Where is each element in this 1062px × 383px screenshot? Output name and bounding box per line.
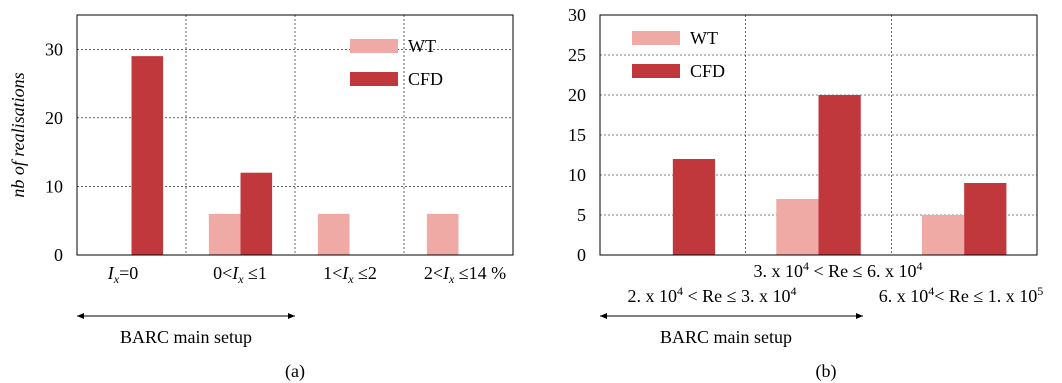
- chart-a-ylabel: nb of realisations: [8, 72, 28, 197]
- chart-b-legend: WT CFD: [632, 28, 725, 81]
- chart-b-annotation: BARC main setup: [660, 327, 792, 347]
- bar-wt-3: [426, 213, 459, 255]
- chart-a-legend-label-cfd: CFD: [408, 69, 443, 89]
- y-tick-label: 15: [568, 125, 586, 145]
- y-tick-label: 20: [45, 108, 63, 128]
- y-tick-label: 20: [568, 85, 586, 105]
- chart-b-x-tick-label: 2. x 104 < Re ≤ 3. x 104: [627, 284, 796, 306]
- chart-b-frame: [599, 14, 1038, 256]
- chart-a-annotation: BARC main setup: [120, 327, 252, 347]
- chart-b-x-tick-label: 6. x 104< Re ≤ 1. x 105: [879, 284, 1044, 306]
- y-tick-label: 30: [568, 5, 586, 25]
- chart-a-legend-swatch-cfd: [350, 72, 398, 86]
- chart-a-x-tick-label: 2<Ix ≤14 %: [424, 263, 506, 286]
- y-tick-label: 10: [568, 165, 586, 185]
- chart-a-legend-swatch-wt: [350, 39, 398, 53]
- y-tick-label: 5: [577, 205, 586, 225]
- chart-a-x-tick-label: Ix=0: [107, 263, 138, 286]
- y-tick-label: 30: [45, 39, 63, 59]
- bar-cfd-1: [240, 172, 273, 255]
- y-tick-label: 0: [577, 245, 586, 265]
- bar-wt-2: [317, 213, 350, 255]
- bar-wt-1: [776, 199, 819, 255]
- chart-a-frame: [76, 14, 514, 256]
- bar-cfd-2: [964, 183, 1007, 255]
- bar-cfd-1: [818, 95, 861, 255]
- bar-cfd-0: [672, 159, 716, 255]
- chart-a-x-tick-label: 0<Ix ≤1: [213, 263, 267, 286]
- bar-wt-2: [921, 215, 965, 255]
- chart-b: 0 5 10 15 20 25 30 3. x 104 < Re ≤ 6. x 104 2.…: [568, 5, 1043, 382]
- chart-a-bars: [131, 56, 459, 256]
- chart-b-bars: [672, 95, 1007, 255]
- chart-a-legend-label-wt: WT: [408, 36, 436, 56]
- chart-a-legend: WT CFD: [350, 36, 443, 89]
- chart-b-legend-label-cfd: CFD: [690, 61, 725, 81]
- chart-b-annotation-arrow: [600, 313, 863, 319]
- chart-a-y-ticks: 0 10 20 30: [45, 39, 63, 265]
- chart-b-legend-swatch-cfd: [632, 64, 680, 78]
- chart-b-legend-label-wt: WT: [690, 28, 718, 48]
- chart-a-x-tick-label: 1<Ix ≤2: [323, 263, 377, 286]
- chart-b-caption: (b): [816, 361, 837, 382]
- chart-b-x-tick-label: 3. x 104 < Re ≤ 6. x 104: [753, 259, 922, 281]
- bar-cfd-0: [131, 56, 164, 256]
- chart-b-legend-swatch-wt: [632, 31, 680, 45]
- y-tick-label: 0: [54, 245, 63, 265]
- y-tick-label: 25: [568, 45, 586, 65]
- bar-wt-1: [208, 213, 241, 255]
- chart-b-y-ticks: 0 5 10 15 20 25 30: [568, 5, 586, 265]
- chart-a-caption: (a): [285, 361, 305, 382]
- y-tick-label: 10: [45, 176, 63, 196]
- chart-a-annotation-arrow: [77, 313, 295, 319]
